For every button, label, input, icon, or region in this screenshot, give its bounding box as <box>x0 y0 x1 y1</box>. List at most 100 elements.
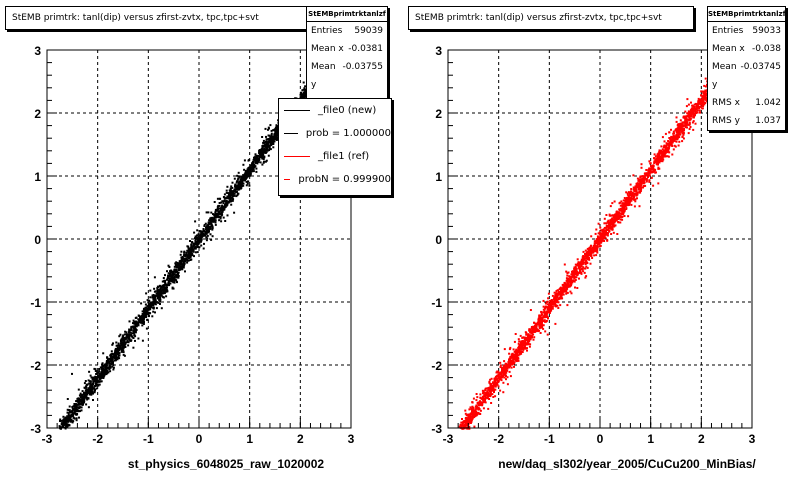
left-y-tick-label: 1 <box>34 170 41 184</box>
right-scatter-point <box>589 262 592 265</box>
left-scatter-point <box>68 419 71 422</box>
right-scatter-point <box>610 233 613 235</box>
left-scatter-point <box>89 388 92 391</box>
right-scatter-point <box>502 372 505 374</box>
left-scatter-point <box>223 208 226 211</box>
right-scatter-point <box>599 244 602 247</box>
right-scatter-point <box>699 111 701 114</box>
right-scatter-point <box>591 257 594 259</box>
right-scatter-point <box>596 237 599 240</box>
left-scatter-point <box>142 314 145 317</box>
right-scatter-point <box>499 389 502 392</box>
left-scatter-point <box>214 212 217 215</box>
left-scatter-point <box>170 278 173 281</box>
left-scatter-point <box>120 342 123 345</box>
right-scatter-point <box>552 303 555 306</box>
left-scatter-point <box>109 357 112 360</box>
left-scatter-point <box>263 145 266 148</box>
left-scatter-point <box>250 170 253 173</box>
right-scatter-point <box>604 229 607 232</box>
left-scatter-point <box>110 350 113 353</box>
right-scatter-point <box>560 287 563 290</box>
right-scatter-point <box>484 393 487 395</box>
left-scatter-point <box>145 306 148 309</box>
right-scatter-point <box>557 301 560 304</box>
left-scatter-point <box>118 352 121 355</box>
left-scatter-point <box>156 296 159 299</box>
right-scatter-point <box>576 273 579 276</box>
right-scatter-point <box>546 333 549 336</box>
left-scatter-point <box>77 388 80 391</box>
left-scatter-point <box>254 153 257 156</box>
right-scatter-point <box>612 223 615 226</box>
right-scatter-point <box>584 267 586 270</box>
right-scatter-point <box>517 359 520 362</box>
right-scatter-point <box>465 420 468 423</box>
right-scatter-point <box>566 287 569 290</box>
right-scatter-point <box>606 232 608 234</box>
left-scatter-point <box>137 314 140 317</box>
right-scatter-point <box>508 359 511 362</box>
right-scatter-point <box>689 109 692 112</box>
left-scatter-point <box>105 361 108 364</box>
right-scatter-point <box>613 219 616 222</box>
right-scatter-point <box>590 249 592 252</box>
left-scatter-point <box>230 185 233 188</box>
right-scatter-point <box>696 109 699 112</box>
right-scatter-point <box>521 342 524 345</box>
left-scatter-point <box>261 163 264 166</box>
left-scatter-point <box>116 356 118 359</box>
left-scatter-point <box>75 419 78 422</box>
right-scatter-point <box>549 302 552 305</box>
right-scatter-point <box>585 275 588 278</box>
left-scatter-point <box>202 228 205 230</box>
right-scatter-point <box>461 422 464 424</box>
left-scatter-point <box>247 167 250 169</box>
left-scatter-point <box>218 212 221 215</box>
right-scatter-point <box>502 381 505 384</box>
right-scatter-point <box>656 153 659 156</box>
left-scatter-point <box>85 385 87 388</box>
left-scatter-point <box>210 238 213 241</box>
left-scatter-point <box>153 299 156 302</box>
right-scatter-point <box>629 192 632 195</box>
left-scatter-point <box>132 331 135 333</box>
left-scatter-point <box>188 253 191 256</box>
left-scatter-point <box>91 390 94 393</box>
right-scatter-point <box>549 305 551 308</box>
left-scatter-point <box>196 239 199 242</box>
left-scatter-point <box>90 388 93 391</box>
left-scatter-point <box>165 286 168 289</box>
right-scatter-point <box>540 326 543 329</box>
right-scatter-point <box>605 233 608 236</box>
left-scatter-point <box>206 237 209 240</box>
left-scatter-point <box>237 187 240 190</box>
left-scatter-point <box>176 262 179 264</box>
left-scatter-point <box>78 403 81 406</box>
right-scatter-point <box>702 101 705 104</box>
left-scatter-point <box>100 380 103 383</box>
left-scatter-point <box>301 89 304 92</box>
left-scatter-point <box>177 276 180 279</box>
left-scatter-point <box>304 90 307 92</box>
right-scatter-point <box>702 92 705 95</box>
right-scatter-point <box>632 174 635 177</box>
right-scatter-point <box>620 209 623 212</box>
left-scatter-point <box>114 347 117 350</box>
right-scatter-point <box>608 229 611 232</box>
left-scatter-point <box>98 380 101 383</box>
left-scatter-point <box>233 194 236 197</box>
left-x-axis-title: st_physics_6048025_raw_1020002 <box>128 457 324 471</box>
left-scatter-point <box>118 347 121 350</box>
left-scatter-point <box>184 259 187 262</box>
right-scatter-point <box>664 147 667 150</box>
right-scatter-point <box>531 329 534 332</box>
right-scatter-point <box>590 244 592 247</box>
right-scatter-point <box>638 188 641 191</box>
right-scatter-point <box>625 191 628 194</box>
right-scatter-point <box>509 346 512 349</box>
right-scatter-point <box>485 396 487 399</box>
left-scatter-point <box>89 384 92 387</box>
left-scatter-point <box>65 420 68 423</box>
left-scatter-point <box>124 330 127 333</box>
